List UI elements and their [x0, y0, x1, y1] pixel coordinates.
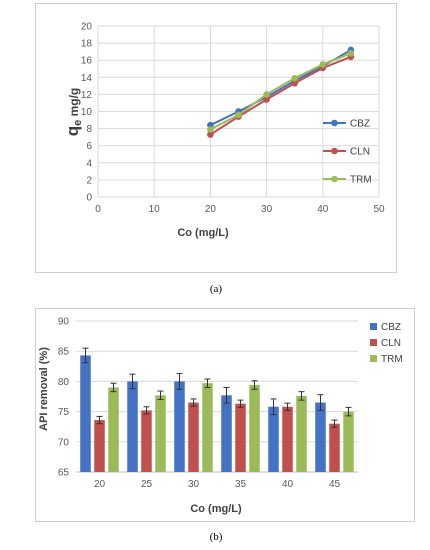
chart-a-legend-marker-trm [331, 175, 338, 183]
chart-b-y-axis-label: API removal (%) [38, 347, 50, 431]
chart-a-x-tick-label: 10 [149, 204, 161, 215]
chart-b-y-tick-label: 80 [58, 377, 70, 388]
chart-b-frame: 65 70 75 80 85 90 20 25 30 35 40 45 CBZ CLN TRM Co (m… [35, 308, 415, 522]
chart-b-legend-swatch-cln [370, 339, 377, 346]
chart-b-bar-cbz [127, 381, 138, 472]
chart-a-point-cln [291, 79, 298, 87]
chart-a-y-tick-label: 18 [81, 39, 93, 50]
chart-a-x-tick-label: 40 [317, 204, 329, 215]
chart-b-legend-label-cbz: CBZ [381, 322, 401, 333]
chart-b-bar-cbz [221, 395, 232, 472]
chart-a-point-trm [207, 126, 214, 133]
chart-b: 65 70 75 80 85 90 20 25 30 35 40 45 CBZ CLN TRM Co (m… [38, 317, 403, 516]
chart-b-legend-swatch-cbz [370, 323, 377, 330]
chart-a-legend: CBZ CLN TRM [323, 119, 372, 186]
chart-a-y-tick-label: 10 [81, 107, 93, 118]
chart-a-x-tick-label: 0 [95, 204, 101, 215]
chart-b-bar-trm [296, 395, 307, 472]
chart-a-point-trm [291, 74, 298, 82]
chart-a-point-trm [319, 61, 327, 68]
chart-a-y-tick-label: 8 [86, 124, 92, 135]
chart-b-bar-cbz [80, 355, 91, 472]
chart-a-y-tick-label: 0 [86, 193, 92, 204]
chart-b-bar-trm [108, 387, 119, 472]
chart-a-y-tick-label: 20 [81, 22, 93, 33]
chart-a-y-tick-label: 6 [86, 141, 92, 152]
chart-a-line-cln [209, 55, 352, 136]
chart-b-y-tick-label: 65 [58, 468, 70, 479]
chart-a-legend-marker-cln [331, 147, 338, 155]
figure-label-b: (b) [209, 531, 223, 543]
chart-a-y-tick-label: 14 [81, 73, 93, 84]
chart-b-x-tick-label: 25 [141, 479, 153, 490]
chart-b-series [80, 347, 354, 472]
chart-b-bar-cln [188, 402, 199, 472]
chart-b-x-tick-label: 35 [235, 479, 247, 490]
chart-a-frame: 0 2 4 6 8 10 12 14 16 18 20 0 10 20 30 40 50 CBZ CLN TRM C… [35, 3, 397, 273]
chart-b-bar-cln [329, 423, 340, 472]
chart-b-x-tick-label: 20 [94, 479, 106, 490]
chart-b-x-tick-label: 30 [188, 479, 200, 490]
chart-b-bar-trm [202, 383, 213, 472]
chart-b-bar-cln [282, 406, 293, 472]
chart-a: 0 2 4 6 8 10 12 14 16 18 20 0 10 20 30 40 50 CBZ CLN TRM C… [63, 22, 385, 240]
chart-b-x-tick-label: 45 [329, 479, 341, 490]
chart-b-bar-cln [235, 403, 246, 472]
chart-a-y-axis-label-sub: e [72, 120, 84, 126]
chart-b-axes: 65 70 75 80 85 90 20 25 30 35 40 45 [58, 317, 358, 490]
chart-b-y-tick-label: 85 [58, 347, 70, 358]
chart-a-point-cln [207, 131, 214, 138]
chart-a-x-tick-label: 50 [373, 204, 385, 215]
chart-b-legend-swatch-trm [370, 355, 377, 362]
chart-a-point-trm [263, 91, 270, 98]
chart-a-y-tick-label: 12 [81, 90, 93, 101]
chart-a-axes: 0 2 4 6 8 10 12 14 16 18 20 0 10 20 30 40 50 [81, 22, 385, 216]
chart-b-legend-label-trm: TRM [381, 354, 403, 365]
chart-a-y-tick-label: 2 [86, 175, 92, 186]
chart-a-x-tick-label: 20 [205, 204, 217, 215]
chart-b-y-tick-label: 70 [58, 437, 70, 448]
chart-a-x-tick-label: 30 [261, 204, 273, 215]
chart-b-x-tick-label: 40 [282, 479, 294, 490]
chart-b-legend: CBZ CLN TRM [370, 322, 403, 365]
chart-b-legend-label-cln: CLN [381, 338, 401, 349]
chart-a-legend-label-cln: CLN [350, 147, 370, 158]
chart-b-bar-trm [249, 385, 260, 472]
chart-b-bar-trm [343, 411, 354, 472]
figure-label-a: (a) [209, 283, 223, 295]
chart-a-line-trm [209, 52, 352, 131]
chart-a-legend-label-trm: TRM [350, 175, 372, 186]
chart-b-bar-trm [155, 395, 166, 472]
chart-b-x-axis-label: Co (mg/L) [190, 503, 242, 515]
chart-a-x-axis-label: Co (mg/L) [177, 227, 229, 239]
chart-b-bar-cbz [315, 402, 326, 472]
chart-b-bar-cln [94, 420, 105, 472]
chart-b-bar-cbz [268, 406, 279, 472]
chart-a-legend-label-cbz: CBZ [350, 119, 370, 130]
chart-a-legend-marker-cbz [331, 119, 338, 127]
chart-a-y-tick-label: 16 [81, 56, 93, 67]
chart-a-point-cln [263, 96, 270, 103]
chart-a-point-trm [235, 111, 242, 119]
chart-a-y-axis-label-main: q [63, 126, 82, 136]
chart-b-bar-cbz [174, 381, 185, 472]
chart-b-bar-cln [141, 410, 152, 472]
chart-b-y-tick-label: 90 [58, 317, 70, 328]
chart-a-point-trm [347, 50, 355, 57]
chart-a-series [207, 46, 355, 138]
chart-a-y-tick-label: 4 [86, 158, 92, 169]
chart-b-y-tick-label: 75 [58, 407, 70, 418]
chart-a-y-axis-label: qe mg/g [63, 88, 84, 137]
chart-a-y-axis-label-rest: mg/g [67, 88, 81, 120]
